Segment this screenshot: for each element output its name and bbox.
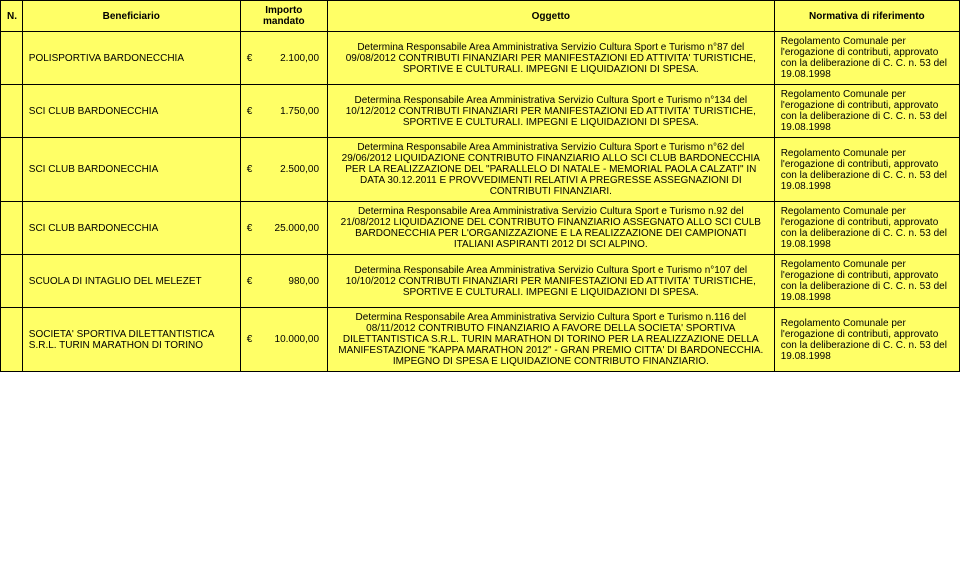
header-oggetto: Oggetto xyxy=(327,1,774,32)
table-header-row: N. Beneficiario Importo mandato Oggetto … xyxy=(1,1,960,32)
header-importo: Importo mandato xyxy=(240,1,327,32)
cell-oggetto: Determina Responsabile Area Amministrati… xyxy=(327,308,774,372)
cell-importo: € 10.000,00 xyxy=(240,308,327,372)
table-row: SCUOLA DI INTAGLIO DEL MELEZET € 980,00 … xyxy=(1,255,960,308)
cell-normativa: Regolamento Comunale per l'erogazione di… xyxy=(774,85,959,138)
cell-beneficiario: SOCIETA' SPORTIVA DILETTANTISTICA S.R.L.… xyxy=(22,308,240,372)
contributi-table: N. Beneficiario Importo mandato Oggetto … xyxy=(0,0,960,372)
cell-beneficiario: SCUOLA DI INTAGLIO DEL MELEZET xyxy=(22,255,240,308)
cell-importo: € 2.100,00 xyxy=(240,32,327,85)
table-row: SCI CLUB BARDONECCHIA € 25.000,00 Determ… xyxy=(1,202,960,255)
cell-normativa: Regolamento Comunale per l'erogazione di… xyxy=(774,202,959,255)
cell-oggetto: Determina Responsabile Area Amministrati… xyxy=(327,85,774,138)
cell-beneficiario: POLISPORTIVA BARDONECCHIA xyxy=(22,32,240,85)
cell-importo: € 980,00 xyxy=(240,255,327,308)
cell-oggetto: Determina Responsabile Area Amministrati… xyxy=(327,32,774,85)
header-beneficiario: Beneficiario xyxy=(22,1,240,32)
cell-normativa: Regolamento Comunale per l'erogazione di… xyxy=(774,138,959,202)
cell-oggetto: Determina Responsabile Area Amministrati… xyxy=(327,255,774,308)
table-row: SCI CLUB BARDONECCHIA € 2.500,00 Determi… xyxy=(1,138,960,202)
cell-importo: € 25.000,00 xyxy=(240,202,327,255)
table-row: POLISPORTIVA BARDONECCHIA € 2.100,00 Det… xyxy=(1,32,960,85)
header-n: N. xyxy=(1,1,23,32)
table-row: SOCIETA' SPORTIVA DILETTANTISTICA S.R.L.… xyxy=(1,308,960,372)
cell-normativa: Regolamento Comunale per l'erogazione di… xyxy=(774,255,959,308)
cell-importo: € 1.750,00 xyxy=(240,85,327,138)
table-row: SCI CLUB BARDONECCHIA € 1.750,00 Determi… xyxy=(1,85,960,138)
cell-normativa: Regolamento Comunale per l'erogazione di… xyxy=(774,308,959,372)
cell-importo: € 2.500,00 xyxy=(240,138,327,202)
header-normativa: Normativa di riferimento xyxy=(774,1,959,32)
cell-oggetto: Determina Responsabile Area Amministrati… xyxy=(327,202,774,255)
cell-beneficiario: SCI CLUB BARDONECCHIA xyxy=(22,85,240,138)
cell-beneficiario: SCI CLUB BARDONECCHIA xyxy=(22,138,240,202)
cell-beneficiario: SCI CLUB BARDONECCHIA xyxy=(22,202,240,255)
cell-normativa: Regolamento Comunale per l'erogazione di… xyxy=(774,32,959,85)
cell-oggetto: Determina Responsabile Area Amministrati… xyxy=(327,138,774,202)
